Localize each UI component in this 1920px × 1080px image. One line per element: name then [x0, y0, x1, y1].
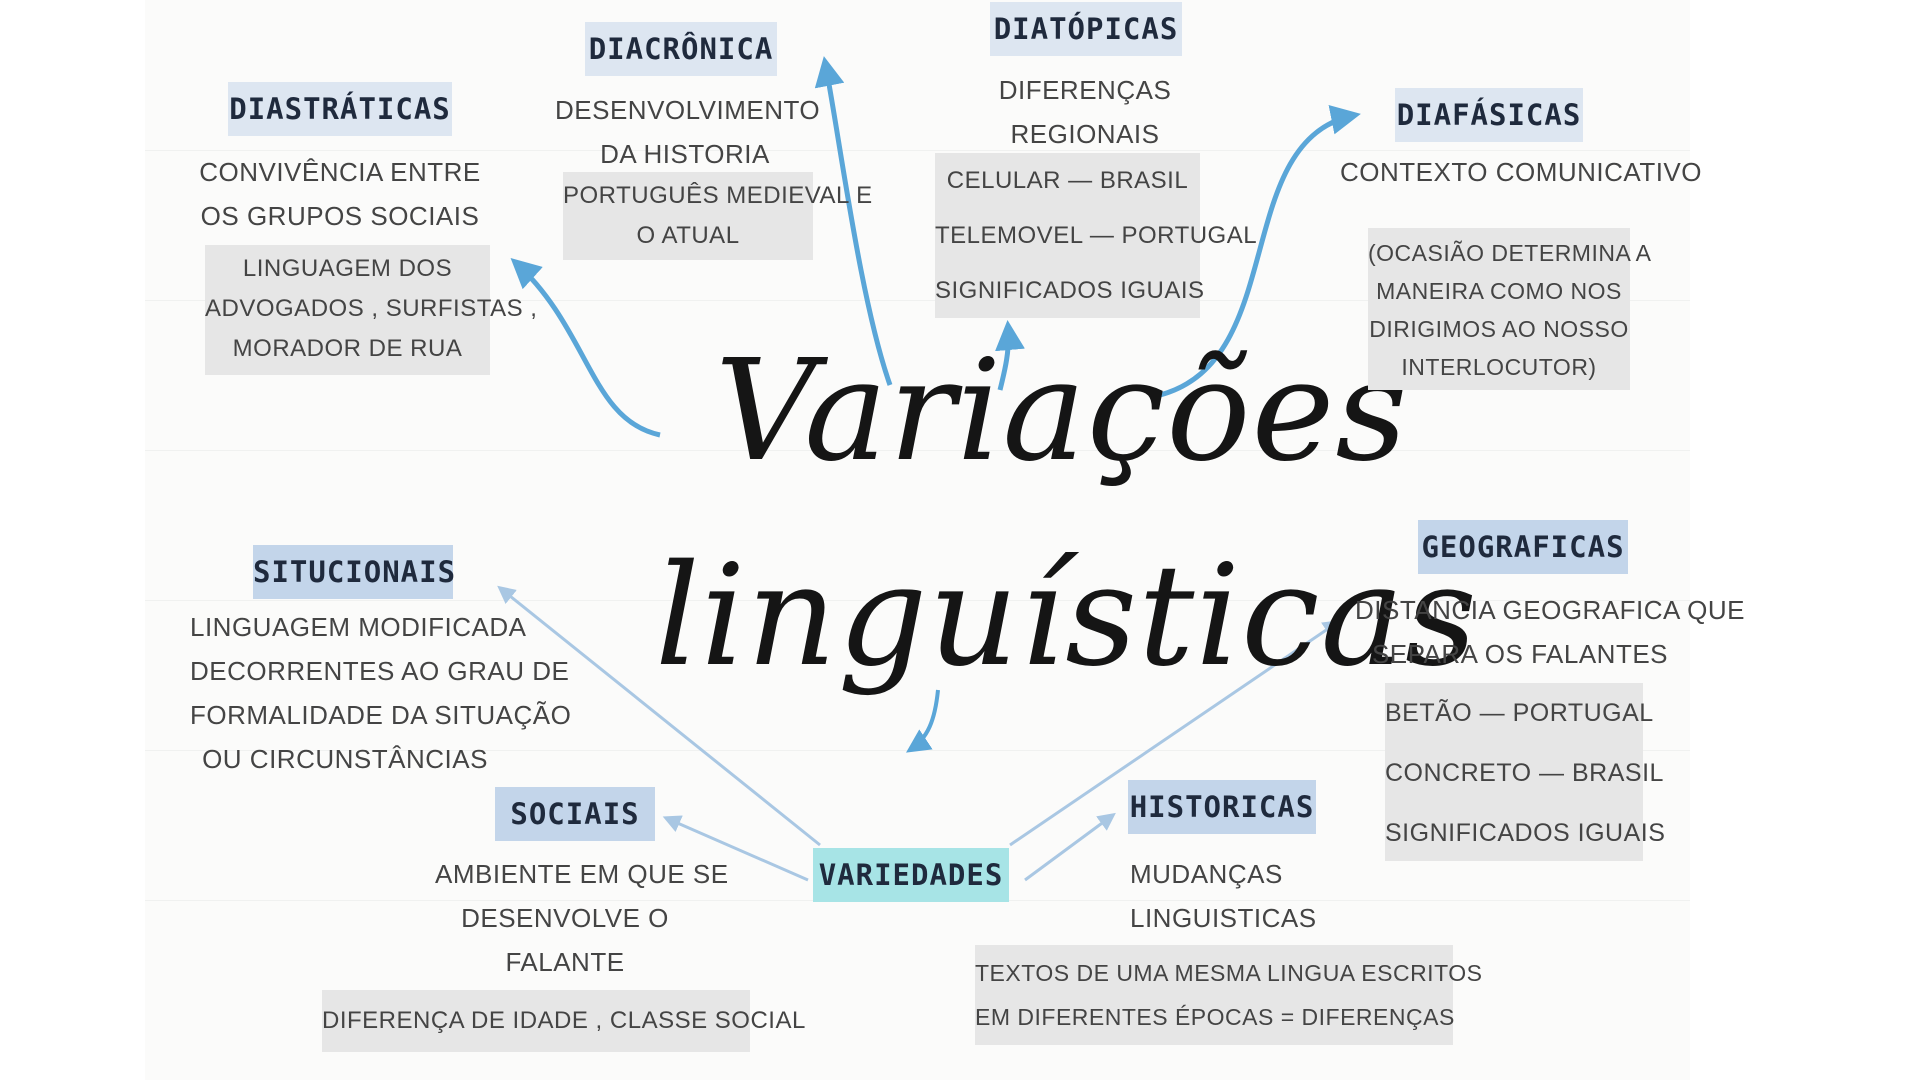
diafasicas-example: (OCASIÃO DETERMINA A MANEIRA COMO NOS DI…: [1368, 228, 1652, 386]
sociais-example-line: DIFERENÇA DE IDADE , CLASSE SOCIAL: [322, 1007, 806, 1034]
sociais-desc-line: AMBIENTE EM QUE SE: [435, 859, 729, 889]
arrow-to-geograficas: [1009, 619, 1341, 847]
geograficas-example-line: CONCRETO — BRASIL: [1385, 759, 1664, 787]
historicas-desc-line: MUDANÇAS: [1130, 859, 1283, 889]
diatopicas-desc-line: REGIONAIS: [1010, 119, 1160, 149]
historicas-example-line: TEXTOS DE UMA MESMA LINGUA ESCRITOS: [975, 960, 1483, 986]
historicas-desc: MUDANÇAS LINGUISTICAS: [1130, 852, 1317, 940]
variedades-label: VARIEDADES: [813, 848, 1009, 902]
situcionais-desc-line: OU CIRCUNSTÂNCIAS: [202, 744, 488, 774]
diacronica-example-line: PORTUGUÊS MEDIEVAL E: [563, 182, 873, 209]
situcionais-desc-line: LINGUAGEM MODIFICADA: [190, 612, 527, 642]
diastraticas-example-box: LINGUAGEM DOS ADVOGADOS , SURFISTAS , MO…: [205, 245, 538, 375]
arrow-to-historicas: [1024, 812, 1116, 882]
historicas-example-box: TEXTOS DE UMA MESMA LINGUA ESCRITOS EM D…: [975, 945, 1483, 1045]
diatopicas-example-line: TELEMOVEL — PORTUGAL: [935, 222, 1258, 249]
ruled-line: [145, 150, 1690, 151]
situcionais-desc: LINGUAGEM MODIFICADA DECORRENTES AO GRAU…: [190, 605, 572, 781]
geograficas-label: GEOGRAFICAS: [1418, 520, 1628, 574]
geograficas-desc-line: SEPARA OS FALANTES: [1371, 639, 1669, 669]
diacronica-example: PORTUGUÊS MEDIEVAL E O ATUAL: [563, 172, 873, 256]
diastraticas-desc-line: CONVIVÊNCIA ENTRE: [199, 157, 481, 187]
diafasicas-example-line: (OCASIÃO DETERMINA A: [1368, 240, 1652, 266]
diatopicas-example: CELULAR — BRASIL TELEMOVEL — PORTUGAL SI…: [935, 153, 1258, 318]
ruled-line: [145, 300, 1690, 301]
diafasicas-example-line: DIRIGIMOS AO NOSSO: [1369, 316, 1629, 342]
diatopicas-example-line: SIGNIFICADOS IGUAIS: [935, 277, 1205, 304]
diafasicas-example-line: MANEIRA COMO NOS: [1376, 278, 1622, 304]
diafasicas-desc-line: CONTEXTO COMUNICATIVO: [1340, 157, 1702, 187]
diafasicas-example-line: INTERLOCUTOR): [1401, 354, 1597, 380]
sociais-desc-line: DESENVOLVE O: [461, 903, 669, 933]
ruled-line: [145, 450, 1690, 451]
sociais-example: DIFERENÇA DE IDADE , CLASSE SOCIAL: [322, 990, 806, 1052]
sociais-example-box: DIFERENÇA DE IDADE , CLASSE SOCIAL: [322, 990, 806, 1052]
diafasicas-example-box: (OCASIÃO DETERMINA A MANEIRA COMO NOS DI…: [1368, 228, 1652, 390]
arrow-to-diacronica: [814, 56, 893, 386]
geograficas-desc: DISTANCIA GEOGRAFICA QUE SEPARA OS FALAN…: [1355, 588, 1746, 676]
diastraticas-desc: CONVIVÊNCIA ENTRE OS GRUPOS SOCIAIS: [190, 150, 490, 238]
diacronica-label: DIACRÔNICA: [585, 22, 777, 76]
geograficas-example-line: BETÃO — PORTUGAL: [1385, 699, 1654, 727]
diatopicas-desc: DIFERENÇAS REGIONAIS: [955, 68, 1215, 156]
historicas-label: HISTORICAS: [1128, 780, 1316, 834]
diafasicas-label: DIAFÁSICAS: [1395, 88, 1583, 142]
sociais-desc: AMBIENTE EM QUE SE DESENVOLVE O FALANTE: [435, 852, 729, 984]
diastraticas-label: DIASTRÁTICAS: [228, 82, 452, 136]
diatopicas-desc-line: DIFERENÇAS: [998, 75, 1172, 105]
situcionais-label: SITUCIONAIS: [253, 545, 455, 599]
title-line-2: linguísticas: [655, 535, 1478, 698]
diacronica-desc-line: DA HISTORIA: [600, 139, 770, 169]
arrow-to-situcionais: [497, 585, 821, 847]
diafasicas-desc: CONTEXTO COMUNICATIVO: [1340, 150, 1702, 194]
situcionais-desc-line: FORMALIDADE DA SITUAÇÃO: [190, 700, 572, 730]
diastraticas-example-line: ADVOGADOS , SURFISTAS ,: [205, 295, 538, 322]
arrow-to-diastraticas: [510, 257, 661, 438]
diacronica-example-box: PORTUGUÊS MEDIEVAL E O ATUAL: [563, 172, 873, 260]
historicas-example-line: EM DIFERENTES ÉPOCAS = DIFERENÇAS: [975, 1004, 1455, 1030]
geograficas-desc-line: DISTANCIA GEOGRAFICA QUE: [1355, 595, 1746, 625]
arrow-to-sociais: [662, 815, 809, 882]
diastraticas-example-line: LINGUAGEM DOS: [242, 255, 453, 282]
arrow-to-diatopicas: [995, 320, 1025, 391]
sociais-label: SOCIAIS: [495, 787, 655, 841]
diacronica-example-line: O ATUAL: [636, 222, 740, 249]
diatopicas-example-box: CELULAR — BRASIL TELEMOVEL — PORTUGAL SI…: [935, 153, 1258, 318]
title-line-1: Variações: [715, 330, 1409, 493]
diacronica-desc: DESENVOLVIMENTO DA HISTORIA: [555, 88, 821, 176]
geograficas-example-line: SIGNIFICADOS IGUAIS: [1385, 819, 1666, 847]
historicas-example: TEXTOS DE UMA MESMA LINGUA ESCRITOS EM D…: [975, 945, 1483, 1039]
diastraticas-example-line: MORADOR DE RUA: [232, 335, 463, 362]
diatopicas-example-line: CELULAR — BRASIL: [946, 167, 1189, 194]
arrow-to-diafasicas: [1159, 105, 1361, 398]
arrow-title-to-variedades: [906, 689, 940, 753]
geograficas-example-box: BETÃO — PORTUGAL CONCRETO — BRASIL SIGNI…: [1385, 683, 1666, 863]
diastraticas-desc-line: OS GRUPOS SOCIAIS: [200, 201, 480, 231]
geograficas-example: BETÃO — PORTUGAL CONCRETO — BRASIL SIGNI…: [1385, 683, 1666, 863]
ruled-line: [145, 600, 1690, 601]
situcionais-desc-line: DECORRENTES AO GRAU DE: [190, 656, 570, 686]
sociais-desc-line: FALANTE: [505, 947, 625, 977]
diastraticas-example: LINGUAGEM DOS ADVOGADOS , SURFISTAS , MO…: [205, 245, 538, 369]
diacronica-desc-line: DESENVOLVIMENTO: [555, 95, 821, 125]
diatopicas-label: DIATÓPICAS: [990, 2, 1182, 56]
historicas-desc-line: LINGUISTICAS: [1130, 903, 1317, 933]
